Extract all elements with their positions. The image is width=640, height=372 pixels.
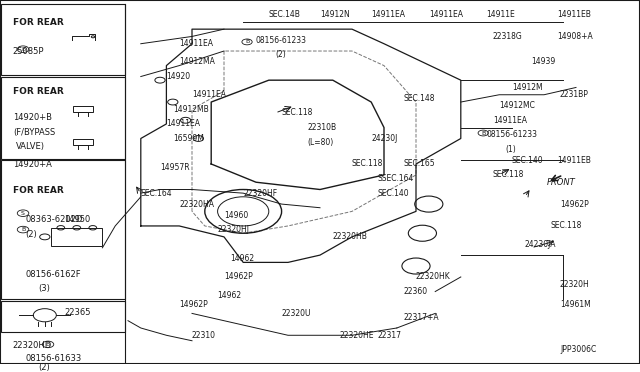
Text: 08156-6162F: 08156-6162F bbox=[26, 270, 81, 279]
Text: (1): (1) bbox=[506, 145, 516, 154]
Text: 14911EA: 14911EA bbox=[429, 10, 463, 19]
Text: 08156-61233: 08156-61233 bbox=[256, 36, 307, 45]
Text: (2): (2) bbox=[275, 50, 286, 59]
Bar bbox=[51, 228, 102, 246]
Bar bbox=[73, 139, 93, 145]
Text: 14911EB: 14911EB bbox=[557, 156, 591, 165]
Bar bbox=[1, 301, 125, 331]
Text: 22360: 22360 bbox=[403, 287, 428, 296]
Text: 2231BP: 2231BP bbox=[560, 90, 589, 99]
Text: B: B bbox=[46, 342, 50, 347]
Bar bbox=[1, 160, 125, 299]
Text: 14920+B: 14920+B bbox=[13, 113, 52, 122]
Text: SEC.148: SEC.148 bbox=[403, 94, 435, 103]
Text: 16599M: 16599M bbox=[173, 134, 204, 143]
Text: 14920+A: 14920+A bbox=[13, 160, 52, 169]
Text: 22365: 22365 bbox=[64, 308, 90, 317]
Text: 14911EA: 14911EA bbox=[493, 116, 527, 125]
Text: SEC.14B: SEC.14B bbox=[269, 10, 301, 19]
Text: 14908+A: 14908+A bbox=[557, 32, 593, 41]
Text: 14920: 14920 bbox=[166, 72, 191, 81]
Text: SEC.118: SEC.118 bbox=[282, 109, 313, 118]
Text: (2): (2) bbox=[26, 230, 37, 238]
Text: SEC.165: SEC.165 bbox=[403, 160, 435, 169]
Text: 14912MA: 14912MA bbox=[179, 57, 215, 67]
Text: SEC.118: SEC.118 bbox=[550, 221, 582, 230]
Text: 14911E: 14911E bbox=[486, 10, 515, 19]
Text: 14911EA: 14911EA bbox=[371, 10, 405, 19]
Text: 14912MB: 14912MB bbox=[173, 105, 209, 114]
Text: 14962P: 14962P bbox=[224, 272, 253, 282]
Text: FOR REAR: FOR REAR bbox=[13, 186, 63, 195]
Text: 14957R: 14957R bbox=[160, 163, 189, 172]
Text: 14960: 14960 bbox=[224, 211, 248, 219]
Text: SEC.118: SEC.118 bbox=[493, 170, 524, 179]
Text: B: B bbox=[481, 131, 485, 135]
Text: FOR REAR: FOR REAR bbox=[13, 18, 63, 27]
Text: 22320HA: 22320HA bbox=[179, 200, 214, 209]
Text: 22310B: 22310B bbox=[307, 123, 337, 132]
Bar bbox=[1, 77, 125, 158]
Text: 14961M: 14961M bbox=[560, 300, 591, 309]
Text: 22320HD: 22320HD bbox=[13, 341, 52, 350]
Text: 08363-6202D: 08363-6202D bbox=[26, 215, 83, 224]
Text: 22320HF: 22320HF bbox=[243, 189, 277, 198]
Text: 25085P: 25085P bbox=[13, 47, 44, 57]
Text: 22320U: 22320U bbox=[282, 309, 311, 318]
Text: (3): (3) bbox=[38, 284, 51, 293]
Text: 14962P: 14962P bbox=[179, 300, 208, 309]
Text: (F/BYPASS: (F/BYPASS bbox=[13, 128, 55, 137]
Text: 24230J: 24230J bbox=[371, 134, 397, 143]
Text: 14962P: 14962P bbox=[560, 200, 589, 209]
Text: 14911EA: 14911EA bbox=[179, 39, 213, 48]
Bar bbox=[1, 4, 125, 75]
Text: 22317+A: 22317+A bbox=[403, 312, 439, 321]
Text: 22317: 22317 bbox=[378, 331, 402, 340]
Text: 14911EA: 14911EA bbox=[166, 119, 200, 128]
Text: 14950: 14950 bbox=[64, 215, 90, 224]
Text: 24230JA: 24230JA bbox=[525, 240, 556, 248]
Text: (2): (2) bbox=[38, 363, 50, 372]
Text: 14912M: 14912M bbox=[512, 83, 543, 92]
Text: B: B bbox=[21, 227, 25, 232]
Text: 22320HB: 22320HB bbox=[333, 232, 367, 241]
Bar bbox=[73, 106, 93, 112]
Text: SEC.164: SEC.164 bbox=[141, 189, 172, 198]
Text: 22320HE: 22320HE bbox=[339, 331, 374, 340]
Text: SEC.140: SEC.140 bbox=[512, 156, 543, 165]
Text: 14912MC: 14912MC bbox=[499, 101, 535, 110]
Text: 08156-61233: 08156-61233 bbox=[486, 130, 538, 140]
Text: 14911EA: 14911EA bbox=[192, 90, 226, 99]
Text: 22320HK: 22320HK bbox=[416, 272, 451, 282]
Text: 22320HJ: 22320HJ bbox=[218, 225, 250, 234]
Text: 22318G: 22318G bbox=[493, 32, 522, 41]
Text: (L=80): (L=80) bbox=[307, 138, 333, 147]
Text: JPP3006C: JPP3006C bbox=[560, 345, 596, 355]
Text: S: S bbox=[21, 211, 25, 216]
Text: FRONT: FRONT bbox=[547, 178, 576, 187]
Text: 22320H: 22320H bbox=[560, 280, 589, 289]
Text: 14911EB: 14911EB bbox=[557, 10, 591, 19]
Text: SEC.140: SEC.140 bbox=[378, 189, 409, 198]
Text: VALVE): VALVE) bbox=[16, 142, 45, 151]
Text: 14962: 14962 bbox=[218, 291, 242, 300]
Text: 14912N: 14912N bbox=[320, 10, 349, 19]
Text: 08156-61633: 08156-61633 bbox=[26, 354, 82, 363]
Text: B: B bbox=[245, 39, 249, 44]
Text: FOR REAR: FOR REAR bbox=[13, 87, 63, 96]
Text: 22310: 22310 bbox=[192, 331, 216, 340]
Text: SEC.118: SEC.118 bbox=[352, 160, 383, 169]
Text: 14962: 14962 bbox=[230, 254, 255, 263]
Text: 14939: 14939 bbox=[531, 57, 556, 67]
Text: SSEC.164: SSEC.164 bbox=[378, 174, 414, 183]
Text: B: B bbox=[21, 47, 25, 52]
